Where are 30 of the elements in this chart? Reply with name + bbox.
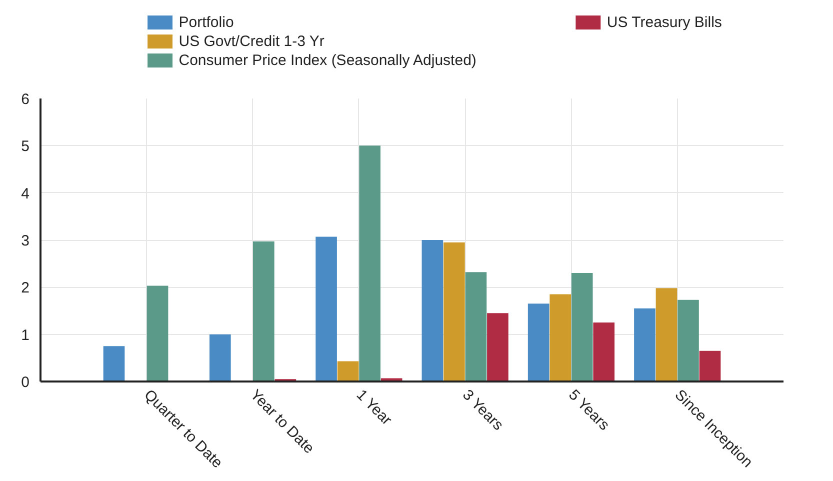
- y-tick-label: 6: [21, 91, 30, 108]
- bar: [678, 300, 699, 382]
- bar: [337, 361, 359, 382]
- y-tick-label: 0: [21, 374, 30, 391]
- bar: [634, 308, 656, 382]
- bar: [209, 334, 231, 382]
- bar: [487, 313, 508, 382]
- bar: [422, 240, 444, 382]
- bar: [465, 272, 487, 382]
- bar: [444, 242, 465, 382]
- legend-label: Portfolio: [178, 14, 234, 31]
- y-tick-label: 4: [21, 185, 30, 202]
- bar: [699, 350, 721, 382]
- bar: [550, 294, 571, 382]
- bar: [359, 146, 380, 382]
- bar: [656, 288, 678, 382]
- bar: [316, 236, 337, 382]
- y-tick-label: 5: [21, 138, 30, 156]
- bar: [528, 304, 550, 382]
- y-tick-label: 2: [21, 280, 30, 297]
- legend-label: US Treasury Bills: [606, 14, 722, 31]
- y-tick-label: 1: [21, 326, 30, 344]
- legend-label: Consumer Price Index (Seasonally Adjusted): [178, 52, 476, 69]
- y-tick-label: 3: [21, 232, 30, 250]
- bar: [253, 241, 274, 382]
- bar: [103, 346, 125, 382]
- bar: [571, 273, 593, 382]
- legend-label: US Govt/Credit 1-3 Yr: [178, 33, 324, 50]
- bar: [146, 286, 168, 382]
- bar: [593, 322, 615, 382]
